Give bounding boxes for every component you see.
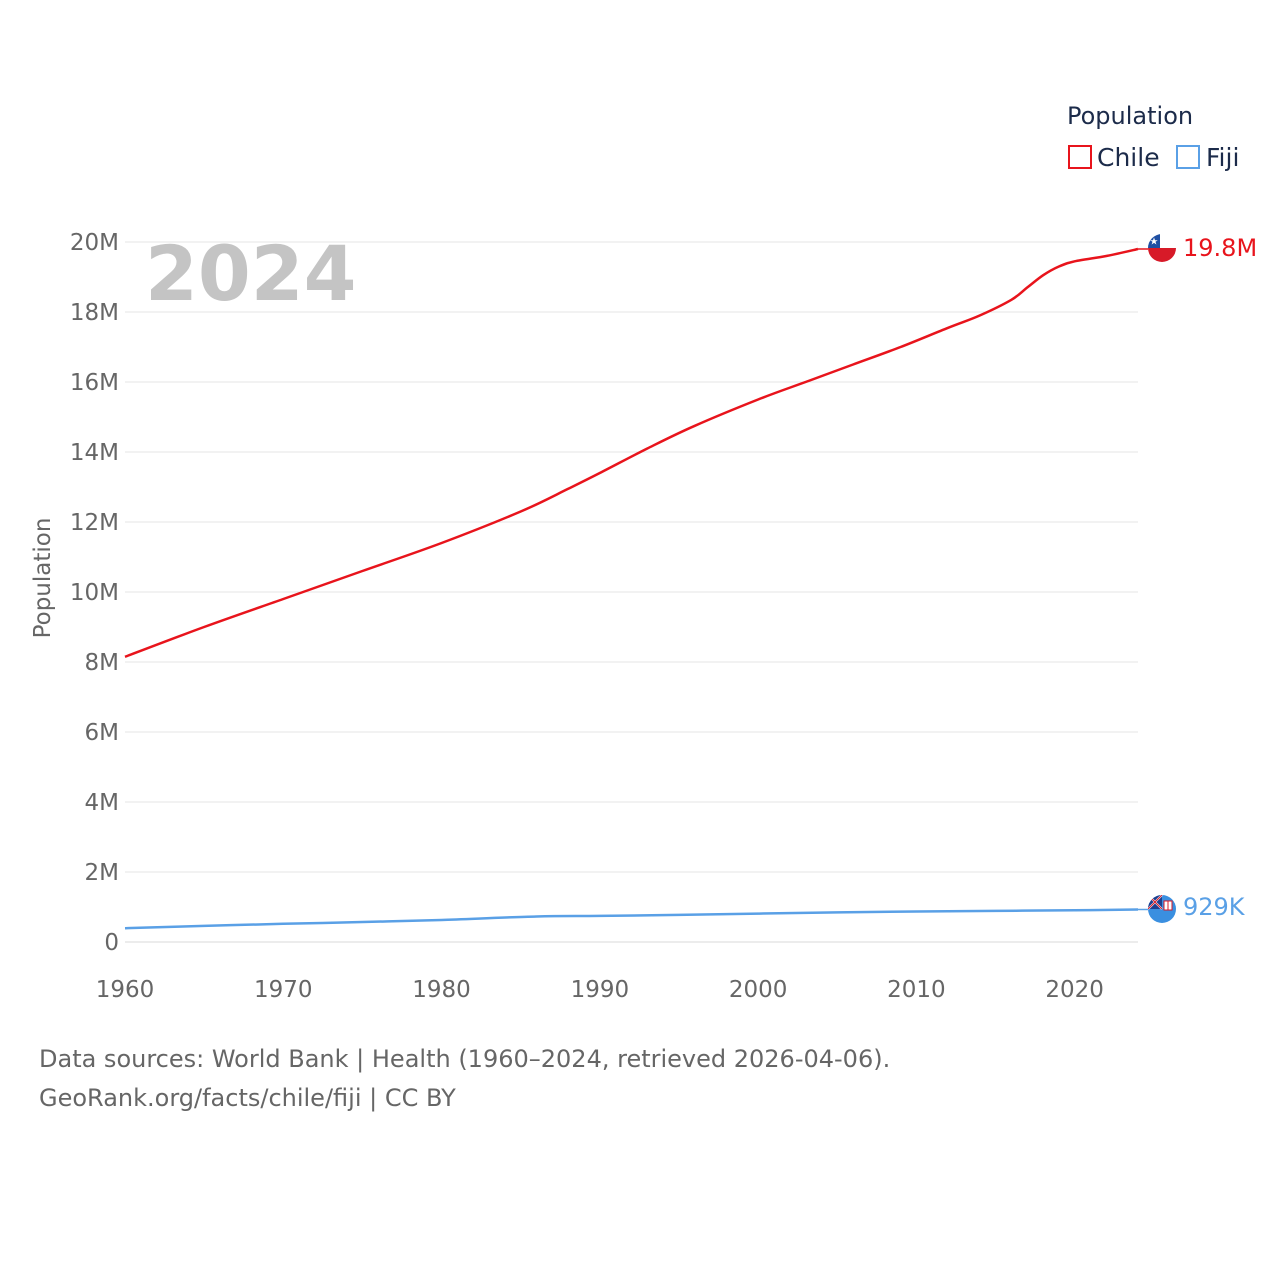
- y-tick-label: 8M: [85, 650, 119, 676]
- legend-swatch-fiji: [1176, 145, 1200, 169]
- x-tick-label: 1990: [571, 977, 630, 1003]
- y-tick-label: 16M: [70, 370, 119, 396]
- footer-credit[interactable]: GeoRank.org/facts/chile/fiji | CC BY: [39, 1084, 456, 1112]
- legend-label-chile: Chile: [1097, 143, 1160, 172]
- y-tick-label: 0: [104, 930, 119, 956]
- chile-flag-icon: [1148, 234, 1176, 262]
- y-tick-label: 6M: [85, 720, 119, 746]
- legend-item-fiji[interactable]: Fiji: [1176, 143, 1239, 172]
- end-value-label-chile: 19.8M: [1183, 234, 1257, 262]
- x-tick-label: 2020: [1045, 977, 1104, 1003]
- x-tick-label: 1980: [412, 977, 471, 1003]
- legend-title: Population: [1067, 102, 1193, 130]
- y-tick-label: 14M: [70, 440, 119, 466]
- x-tick-label: 2000: [729, 977, 788, 1003]
- x-tick-label: 1970: [254, 977, 313, 1003]
- x-tick-label: 1960: [96, 977, 155, 1003]
- legend-item-chile[interactable]: Chile: [1068, 143, 1160, 172]
- y-tick-label: 12M: [70, 510, 119, 536]
- x-tick-label: 2010: [887, 977, 946, 1003]
- y-tick-label: 18M: [70, 300, 119, 326]
- x-axis-ticks: 1960 1970 1980 1990 2000 2010 2020: [96, 977, 1104, 1003]
- y-axis-title: Population: [30, 518, 56, 639]
- fiji-flag-icon: [1148, 895, 1176, 923]
- y-tick-label: 4M: [85, 790, 119, 816]
- end-value-label-fiji: 929K: [1183, 893, 1246, 921]
- year-label: 2024: [145, 229, 357, 318]
- legend-label-fiji: Fiji: [1206, 143, 1239, 172]
- series-line-chile: [124, 247, 1139, 658]
- series-line-fiji: [124, 908, 1139, 930]
- y-tick-label: 10M: [70, 580, 119, 606]
- y-tick-label: 2M: [85, 860, 119, 886]
- gridlines: [125, 241, 1138, 943]
- legend-swatch-chile: [1068, 145, 1092, 169]
- y-tick-label: 20M: [70, 230, 119, 256]
- y-axis-ticks: 0 2M 4M 6M 8M 10M 12M 14M 16M 18M 20M: [70, 230, 119, 956]
- footer-sources: Data sources: World Bank | Health (1960–…: [39, 1045, 891, 1073]
